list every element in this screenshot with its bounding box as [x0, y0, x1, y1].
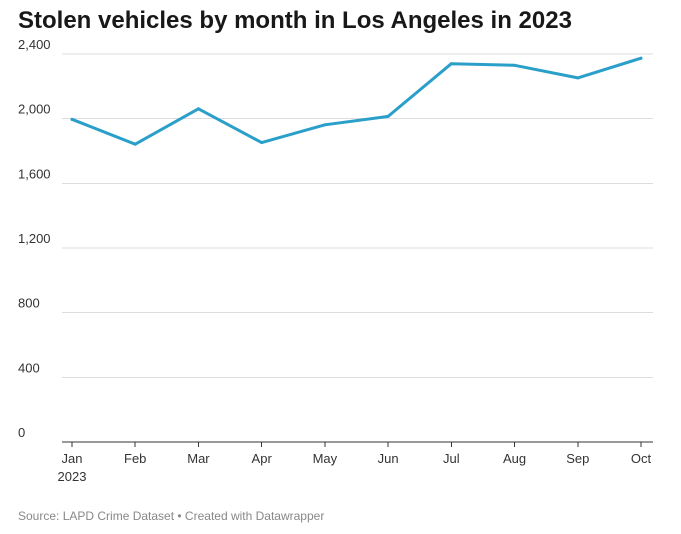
- y-axis-tick-labels: 0 400 800 1,200 1,600 2,000 2,400: [18, 37, 51, 440]
- x-axis-tick-labels: Jan Feb Mar Apr May Jun Jul Aug Sep Oct 2023: [58, 442, 652, 484]
- x-tick-label: Feb: [124, 451, 146, 466]
- data-point: [196, 107, 200, 111]
- data-point: [639, 56, 643, 60]
- data-point: [449, 62, 453, 66]
- data-point: [513, 63, 517, 67]
- x-tick-label: Sep: [566, 451, 589, 466]
- data-point: [260, 141, 264, 145]
- data-point: [576, 76, 580, 80]
- x-tick-label: Oct: [631, 451, 652, 466]
- x-tick-label: Jan: [62, 451, 83, 466]
- x-tick-label: Aug: [503, 451, 526, 466]
- x-tick-label: Jul: [443, 451, 460, 466]
- x-tick-label: Jun: [378, 451, 399, 466]
- y-tick-label: 2,000: [18, 102, 51, 117]
- x-tick-sublabel-year: 2023: [58, 469, 87, 484]
- gridlines: [62, 53, 653, 443]
- y-tick-label: 2,400: [18, 37, 51, 52]
- y-tick-label: 400: [18, 360, 40, 375]
- source-footer: Source: LAPD Crime Dataset • Created wit…: [18, 509, 325, 523]
- x-tick-label: Mar: [187, 451, 210, 466]
- chart-title: Stolen vehicles by month in Los Angeles …: [18, 7, 572, 34]
- y-tick-label: 1,200: [18, 231, 51, 246]
- series-line: [70, 56, 643, 146]
- data-point: [386, 114, 390, 118]
- y-tick-label: 800: [18, 296, 40, 311]
- data-point: [323, 123, 327, 127]
- y-tick-label: 0: [18, 425, 25, 440]
- data-point: [133, 142, 137, 146]
- x-tick-label: Apr: [252, 451, 273, 466]
- x-tick-label: May: [313, 451, 338, 466]
- y-tick-label: 1,600: [18, 166, 51, 181]
- data-point: [70, 117, 74, 121]
- series-layer: [70, 56, 643, 146]
